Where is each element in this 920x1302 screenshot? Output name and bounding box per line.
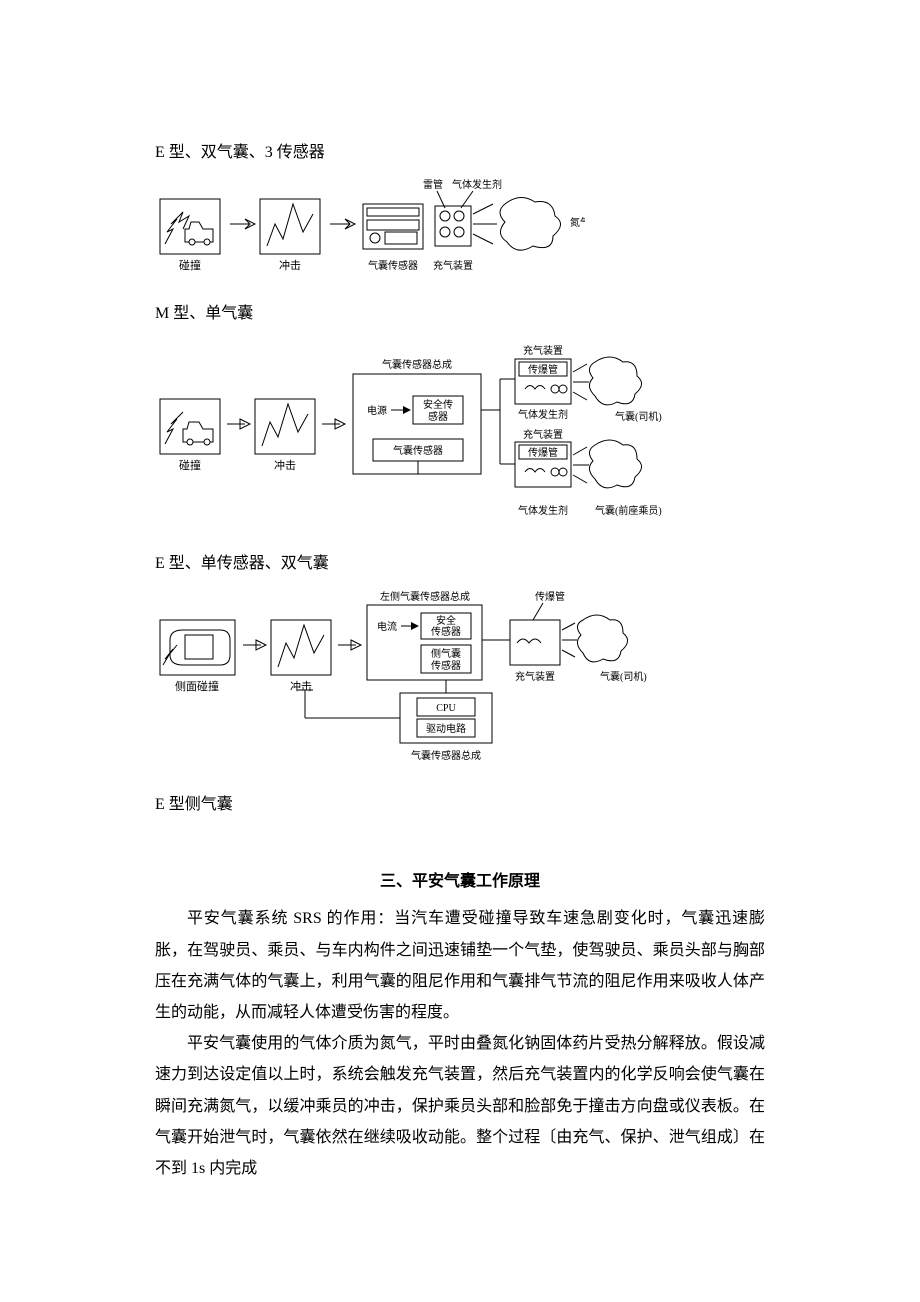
label-side-sensor-3b: 传感器 [431, 659, 461, 672]
label-impulse-1: 冲击 [279, 258, 301, 272]
label-squib-2b: 传爆管 [528, 446, 558, 459]
label-current: 电流 [377, 620, 397, 633]
label-power-2: 电源 [367, 404, 387, 417]
document-page: E 型、双气囊、3 传感器 碰撞 冲击 气囊传感器 [0, 0, 920, 1302]
label-safety-3a: 安全 [436, 614, 456, 627]
label-airbag-sensor-1: 气囊传感器 [368, 259, 418, 272]
label-detonator: 雷管 [423, 178, 443, 191]
label-inflator-3: 充气装置 [515, 670, 555, 683]
label-airbag-driver-3: 气囊(司机) [600, 670, 647, 683]
label-collision: 碰撞 [179, 258, 201, 272]
label-inflator-2a: 充气装置 [523, 344, 563, 357]
label-safety-2a: 安全传 [423, 398, 453, 411]
diagram-e-3sensor: 碰撞 冲击 气囊传感器 充气装置 雷管 气体发生剂 [155, 174, 765, 289]
caption-m-single: M 型、单气囊 [155, 301, 765, 327]
label-cpu: CPU [436, 703, 456, 714]
label-propellant-1: 气体发生剂 [452, 178, 502, 191]
label-squib-3: 传爆管 [535, 590, 565, 603]
label-side-sensor-3a: 侧气囊 [431, 647, 461, 660]
label-propellant-2b: 气体发生剂 [518, 504, 568, 517]
label-sensor-assembly-2: 气囊传感器总成 [382, 358, 452, 371]
label-side-collision: 侧面碰撞 [175, 679, 219, 693]
label-impulse-3: 冲击 [290, 679, 312, 693]
section-3-para-2: 平安气囊使用的气体介质为氮气，平时由叠氮化钠固体药片受热分解释放。假设减速力到达… [155, 1028, 765, 1184]
label-airbag-driver-2: 气囊(司机) [615, 410, 662, 423]
caption-e-single-dual: E 型、单传感器、双气囊 [155, 551, 765, 577]
label-drive-circuit: 驱动电路 [426, 722, 466, 735]
section-3-heading: 三、平安气囊工作原理 [155, 867, 765, 891]
label-airbag-sensor-2: 气囊传感器 [393, 444, 443, 457]
label-collision-2: 碰撞 [179, 458, 201, 472]
caption-e-side: E 型侧气囊 [155, 792, 765, 818]
diagram-m-single: 碰撞 冲击 气囊传感器总成 电源 安全传 感器 气囊传感器 [155, 334, 765, 539]
label-safety-3b: 传感器 [431, 625, 461, 638]
label-squib-2a: 传爆管 [528, 363, 558, 376]
caption-e-dual-3sensor: E 型、双气囊、3 传感器 [155, 140, 765, 166]
label-propellant-2a: 气体发生剂 [518, 408, 568, 421]
label-left-side-assy: 左侧气囊传感器总成 [380, 590, 470, 603]
label-nitrogen: 氮气 [570, 216, 585, 229]
diagram-e-side: 侧面碰撞 冲击 左侧气囊传感器总成 电流 安全 传感器 侧气囊 传感器 传爆管 [155, 585, 765, 780]
label-sensor-assembly-3: 气囊传感器总成 [411, 749, 481, 762]
section-3-para-1: 平安气囊系统 SRS 的作用：当汽车遭受碰撞导致车速急剧变化时，气囊迅速膨胀，在… [155, 903, 765, 1028]
label-inflator-2b: 充气装置 [523, 428, 563, 441]
label-inflator-1: 充气装置 [433, 259, 473, 272]
label-impulse-2: 冲击 [274, 458, 296, 472]
label-airbag-pass-2: 气囊(前座乘员) [595, 504, 662, 517]
label-safety-2b: 感器 [428, 410, 448, 423]
